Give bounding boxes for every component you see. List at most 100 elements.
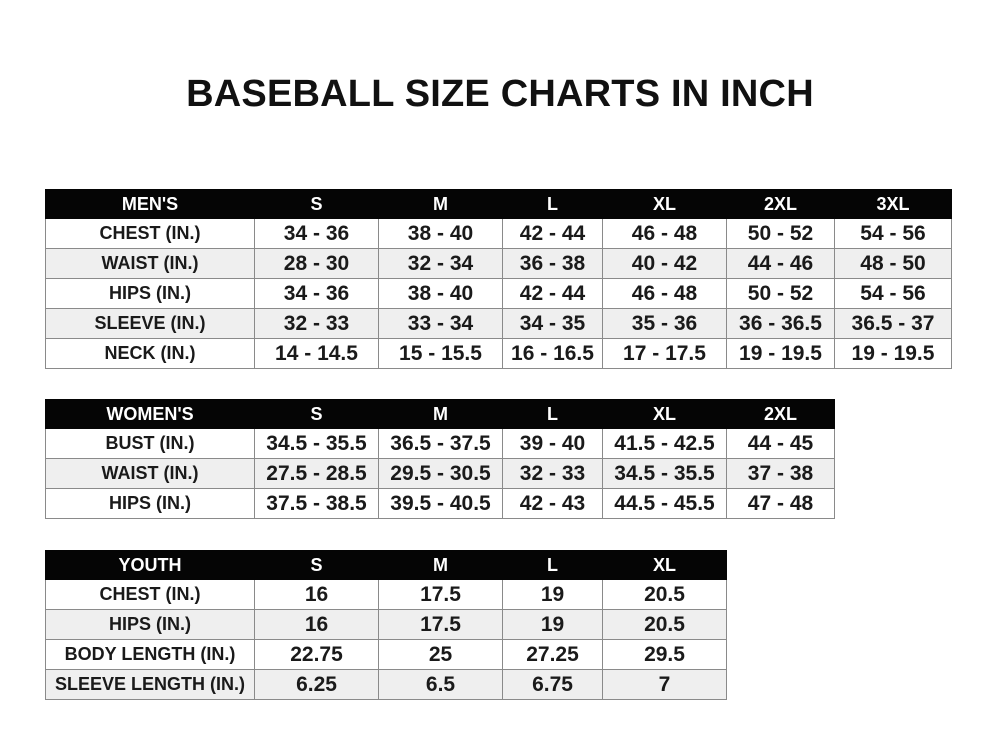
size-header: S	[254, 189, 379, 219]
page-title: BASEBALL SIZE CHARTS IN INCH	[186, 73, 814, 115]
size-value: 36 - 38	[502, 248, 603, 279]
measurement-label: HIPS (IN.)	[45, 609, 255, 640]
measurement-label: NECK (IN.)	[45, 338, 255, 369]
size-value: 20.5	[602, 579, 727, 610]
size-value: 39 - 40	[502, 428, 603, 459]
size-value: 25	[378, 639, 503, 670]
size-value: 19	[502, 609, 603, 640]
size-value: 27.5 - 28.5	[254, 458, 379, 489]
size-value: 36.5 - 37.5	[378, 428, 503, 459]
size-header: XL	[602, 189, 727, 219]
size-header: L	[502, 399, 603, 429]
measurement-label: BUST (IN.)	[45, 428, 255, 459]
size-value: 47 - 48	[726, 488, 835, 519]
size-value: 32 - 33	[502, 458, 603, 489]
measurement-label: SLEEVE (IN.)	[45, 308, 255, 339]
size-header: M	[378, 550, 503, 580]
measurement-label: CHEST (IN.)	[45, 218, 255, 249]
womens-size-table: WOMEN'S S M L XL 2XL BUST (IN.) 34.5 - 35.5 36.5…	[45, 399, 835, 519]
table-row: SLEEVE LENGTH (IN.) 6.25 6.5 6.75 7	[45, 669, 727, 700]
size-value: 16	[254, 579, 379, 610]
size-value: 34.5 - 35.5	[254, 428, 379, 459]
size-header: 2XL	[726, 189, 835, 219]
table-row: HIPS (IN.) 34 - 36 38 - 40 42 - 44 46 - 48 50…	[45, 278, 952, 309]
size-header: M	[378, 189, 503, 219]
size-value: 19 - 19.5	[726, 338, 835, 369]
size-value: 7	[602, 669, 727, 700]
size-value: 14 - 14.5	[254, 338, 379, 369]
size-value: 17.5	[378, 609, 503, 640]
size-value: 54 - 56	[834, 218, 952, 249]
size-value: 48 - 50	[834, 248, 952, 279]
size-value: 44.5 - 45.5	[602, 488, 727, 519]
size-value: 29.5	[602, 639, 727, 670]
size-value: 54 - 56	[834, 278, 952, 309]
category-header: YOUTH	[45, 550, 255, 580]
size-header: 3XL	[834, 189, 952, 219]
size-value: 42 - 44	[502, 278, 603, 309]
size-value: 50 - 52	[726, 278, 835, 309]
size-value: 29.5 - 30.5	[378, 458, 503, 489]
size-value: 37.5 - 38.5	[254, 488, 379, 519]
table-header-row: WOMEN'S S M L XL 2XL	[45, 399, 835, 429]
size-value: 16	[254, 609, 379, 640]
size-value: 46 - 48	[602, 218, 727, 249]
size-value: 28 - 30	[254, 248, 379, 279]
table-row: WAIST (IN.) 27.5 - 28.5 29.5 - 30.5 32 - 33…	[45, 458, 835, 489]
size-value: 19 - 19.5	[834, 338, 952, 369]
size-value: 42 - 43	[502, 488, 603, 519]
size-value: 46 - 48	[602, 278, 727, 309]
size-value: 39.5 - 40.5	[378, 488, 503, 519]
size-value: 42 - 44	[502, 218, 603, 249]
size-header: S	[254, 550, 379, 580]
size-header: L	[502, 550, 603, 580]
size-value: 33 - 34	[378, 308, 503, 339]
size-header: L	[502, 189, 603, 219]
size-value: 34 - 36	[254, 218, 379, 249]
size-value: 6.5	[378, 669, 503, 700]
measurement-label: CHEST (IN.)	[45, 579, 255, 610]
size-value: 15 - 15.5	[378, 338, 503, 369]
size-value: 17 - 17.5	[602, 338, 727, 369]
size-value: 37 - 38	[726, 458, 835, 489]
measurement-label: WAIST (IN.)	[45, 458, 255, 489]
category-header: MEN'S	[45, 189, 255, 219]
size-value: 40 - 42	[602, 248, 727, 279]
size-value: 6.75	[502, 669, 603, 700]
size-value: 17.5	[378, 579, 503, 610]
size-value: 32 - 33	[254, 308, 379, 339]
size-value: 38 - 40	[378, 218, 503, 249]
size-value: 44 - 45	[726, 428, 835, 459]
size-value: 35 - 36	[602, 308, 727, 339]
size-header: M	[378, 399, 503, 429]
size-value: 34 - 36	[254, 278, 379, 309]
size-value: 50 - 52	[726, 218, 835, 249]
table-row: CHEST (IN.) 16 17.5 19 20.5	[45, 579, 727, 610]
table-row: CHEST (IN.) 34 - 36 38 - 40 42 - 44 46 - 48 5…	[45, 218, 952, 249]
size-value: 32 - 34	[378, 248, 503, 279]
category-header: WOMEN'S	[45, 399, 255, 429]
size-value: 34 - 35	[502, 308, 603, 339]
table-row: HIPS (IN.) 16 17.5 19 20.5	[45, 609, 727, 640]
measurement-label: SLEEVE LENGTH (IN.)	[45, 669, 255, 700]
table-row: BUST (IN.) 34.5 - 35.5 36.5 - 37.5 39 - 40 4…	[45, 428, 835, 459]
size-value: 22.75	[254, 639, 379, 670]
measurement-label: WAIST (IN.)	[45, 248, 255, 279]
table-header-row: MEN'S S M L XL 2XL 3XL	[45, 189, 952, 219]
table-row: BODY LENGTH (IN.) 22.75 25 27.25 29.5	[45, 639, 727, 670]
size-header: XL	[602, 550, 727, 580]
table-row: NECK (IN.) 14 - 14.5 15 - 15.5 16 - 16.5 17 …	[45, 338, 952, 369]
size-header: S	[254, 399, 379, 429]
table-row: WAIST (IN.) 28 - 30 32 - 34 36 - 38 40 - 42 4…	[45, 248, 952, 279]
measurement-label: HIPS (IN.)	[45, 278, 255, 309]
size-value: 6.25	[254, 669, 379, 700]
size-value: 36.5 - 37	[834, 308, 952, 339]
table-row: SLEEVE (IN.) 32 - 33 33 - 34 34 - 35 35 - 36…	[45, 308, 952, 339]
size-value: 41.5 - 42.5	[602, 428, 727, 459]
size-value: 20.5	[602, 609, 727, 640]
size-header: XL	[602, 399, 727, 429]
size-header: 2XL	[726, 399, 835, 429]
size-value: 44 - 46	[726, 248, 835, 279]
youth-size-table: YOUTH S M L XL CHEST (IN.) 16 17.5 19 20.5 HIPS (I…	[45, 550, 727, 700]
size-value: 27.25	[502, 639, 603, 670]
